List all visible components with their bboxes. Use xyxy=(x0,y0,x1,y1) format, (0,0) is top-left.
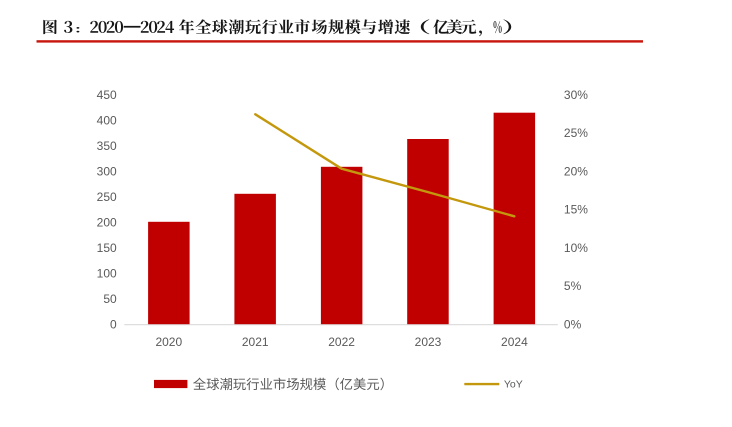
svg-text:250: 250 xyxy=(97,190,117,204)
svg-text:0%: 0% xyxy=(564,317,582,331)
svg-text:25%: 25% xyxy=(564,126,588,140)
svg-text:15%: 15% xyxy=(564,203,588,217)
svg-text:10%: 10% xyxy=(564,241,588,255)
svg-text:20%: 20% xyxy=(564,164,588,178)
svg-text:30%: 30% xyxy=(564,88,588,102)
svg-text:2022: 2022 xyxy=(328,335,355,349)
svg-text:0: 0 xyxy=(110,317,117,331)
svg-text:2023: 2023 xyxy=(415,335,442,349)
svg-text:350: 350 xyxy=(97,139,117,153)
svg-text:400: 400 xyxy=(97,114,117,128)
svg-text:450: 450 xyxy=(97,88,117,102)
svg-text:50: 50 xyxy=(103,292,117,306)
svg-text:2024: 2024 xyxy=(501,335,528,349)
svg-text:100: 100 xyxy=(97,266,117,280)
svg-text:300: 300 xyxy=(97,164,117,178)
svg-text:5%: 5% xyxy=(564,279,582,293)
svg-text:2021: 2021 xyxy=(242,335,269,349)
svg-text:YoY: YoY xyxy=(504,379,523,391)
svg-text:150: 150 xyxy=(97,241,117,255)
svg-text:2020: 2020 xyxy=(155,335,182,349)
svg-text:200: 200 xyxy=(97,215,117,229)
